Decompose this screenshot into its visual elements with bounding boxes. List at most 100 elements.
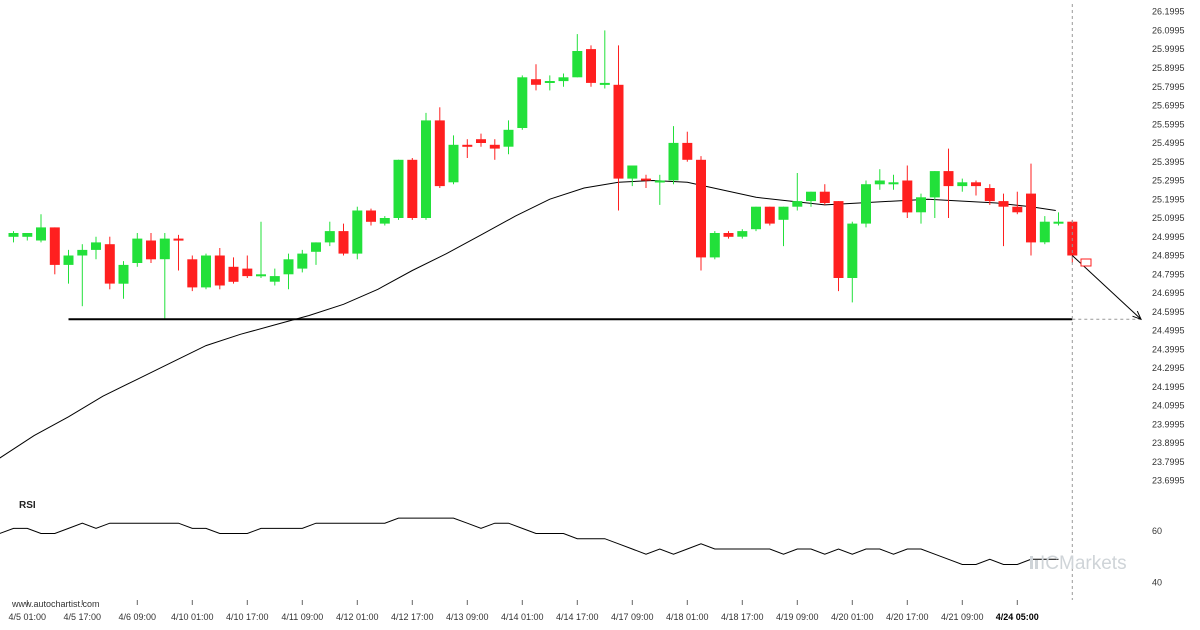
x-tick-label: 4/10 01:00 bbox=[171, 612, 214, 622]
y-tick-label: 25.8995 bbox=[1152, 63, 1185, 73]
candle-body-down bbox=[984, 188, 995, 202]
y-tick-label: 26.0995 bbox=[1152, 26, 1185, 36]
x-tick-label: 4/21 09:00 bbox=[941, 612, 984, 622]
y-tick-label: 24.0995 bbox=[1152, 401, 1185, 411]
candle-body-up bbox=[668, 142, 679, 181]
candle-body-up bbox=[888, 182, 899, 185]
brand-logo: ICMarkets bbox=[1030, 553, 1127, 574]
candle-body-down bbox=[228, 266, 239, 282]
x-tick-label: 4/14 01:00 bbox=[501, 612, 544, 622]
x-tick-label: 4/20 01:00 bbox=[831, 612, 874, 622]
candles-layer bbox=[8, 30, 1078, 320]
candle-body-down bbox=[682, 142, 693, 160]
candle-body-down bbox=[971, 182, 981, 187]
y-tick-label: 25.3995 bbox=[1152, 157, 1185, 167]
candle-body-up bbox=[8, 233, 19, 237]
candle-body-up bbox=[847, 223, 858, 278]
brand-suffix: Markets bbox=[1059, 553, 1127, 574]
candle-body-up bbox=[737, 231, 748, 237]
candle-body-up bbox=[448, 144, 459, 183]
rsi-panel: 60 40 bbox=[0, 517, 1162, 588]
candle-body-down bbox=[943, 171, 954, 187]
brand-bar-1 bbox=[1030, 556, 1033, 569]
candle-body-up bbox=[751, 206, 761, 230]
candle-body-down bbox=[187, 259, 198, 288]
x-tick-label: 4/18 17:00 bbox=[721, 612, 764, 622]
candle-body-up bbox=[132, 238, 143, 263]
x-tick-label: 4/17 09:00 bbox=[611, 612, 654, 622]
candle-body-down bbox=[1026, 193, 1036, 243]
support-layer bbox=[68, 4, 1142, 600]
candle-body-up bbox=[324, 231, 335, 243]
candle-body-up bbox=[63, 255, 74, 265]
y-tick-label: 25.1995 bbox=[1152, 194, 1185, 204]
candle-body-up bbox=[91, 242, 101, 250]
y-tick-label: 24.3995 bbox=[1152, 344, 1185, 354]
y-tick-label: 25.0995 bbox=[1152, 213, 1185, 223]
candle-body-down bbox=[173, 238, 184, 241]
y-tick-label: 24.8995 bbox=[1152, 251, 1185, 261]
candle-body-down bbox=[998, 201, 1009, 207]
candle-body-up bbox=[654, 180, 665, 183]
x-tick-label: 4/6 09:00 bbox=[119, 612, 157, 622]
candle-body-up bbox=[297, 253, 308, 269]
target-marker bbox=[1080, 258, 1092, 267]
candle-body-down bbox=[434, 120, 445, 187]
y-tick-label: 25.9995 bbox=[1152, 44, 1185, 54]
rsi-tick-label: 40 bbox=[1152, 578, 1162, 588]
x-tick-label: 4/10 17:00 bbox=[226, 612, 269, 622]
candle-body-up bbox=[311, 242, 321, 252]
y-tick-label: 23.8995 bbox=[1152, 438, 1185, 448]
x-tick-label: 4/5 01:00 bbox=[9, 612, 47, 622]
moving-average-layer bbox=[0, 179, 1056, 459]
candle-body-down bbox=[723, 233, 734, 237]
x-tick-label: 4/12 01:00 bbox=[336, 612, 379, 622]
brand-prefix: IC bbox=[1040, 553, 1059, 574]
brand-text: ICMarkets bbox=[1040, 553, 1127, 574]
candle-body-up bbox=[806, 191, 816, 202]
candle-body-up bbox=[118, 264, 129, 284]
y-tick-label: 23.6995 bbox=[1152, 476, 1185, 486]
x-tick-label: 4/5 17:00 bbox=[64, 612, 102, 622]
candle-body-up bbox=[929, 171, 940, 198]
candle-body-down bbox=[214, 255, 225, 286]
credit-text: www.autochartist.com bbox=[11, 599, 100, 609]
candle-body-up bbox=[916, 197, 926, 213]
candle-body-up bbox=[421, 120, 431, 218]
candle-body-up bbox=[517, 77, 528, 128]
candle-body-down bbox=[902, 180, 913, 213]
candle-body-up bbox=[269, 276, 280, 282]
y-tick-label: 23.9995 bbox=[1152, 419, 1185, 429]
candle-body-up bbox=[201, 255, 211, 288]
candle-body-up bbox=[1039, 221, 1050, 243]
x-tick-label: 4/19 09:00 bbox=[776, 612, 819, 622]
candle-body-up bbox=[393, 159, 404, 218]
candle-body-down bbox=[49, 227, 60, 265]
x-tick-label: 4/24 05:00 bbox=[996, 612, 1039, 622]
y-tick-label: 23.7995 bbox=[1152, 457, 1185, 467]
candle-body-up bbox=[503, 129, 514, 147]
candle-body-up bbox=[77, 249, 88, 256]
y-tick-label: 24.4995 bbox=[1152, 326, 1185, 336]
candle-body-down bbox=[146, 240, 156, 260]
candle-body-up bbox=[558, 77, 569, 82]
candle-body-up bbox=[36, 227, 46, 241]
candle-body-down bbox=[476, 139, 486, 143]
candle-body-down bbox=[531, 79, 541, 85]
rsi-line bbox=[0, 517, 1059, 565]
candle-body-down bbox=[764, 206, 775, 224]
candle-body-up bbox=[256, 274, 266, 277]
candle-body-up bbox=[379, 218, 390, 224]
candle-body-up bbox=[792, 201, 803, 207]
candle-body-up bbox=[778, 206, 789, 220]
forecast-arrow-head bbox=[1132, 310, 1142, 321]
x-tick-label: 4/12 17:00 bbox=[391, 612, 434, 622]
candle-body-down bbox=[104, 244, 115, 284]
y-tick-label: 24.5995 bbox=[1152, 307, 1185, 317]
y-tick-label: 24.1995 bbox=[1152, 382, 1185, 392]
candle-body-down bbox=[641, 178, 651, 181]
y-tick-label: 25.4995 bbox=[1152, 138, 1185, 148]
y-axis-labels: 26.1995 26.0995 25.9995 25.8995 25.7995 25.69… bbox=[1152, 7, 1185, 486]
candle-body-up bbox=[22, 233, 33, 237]
